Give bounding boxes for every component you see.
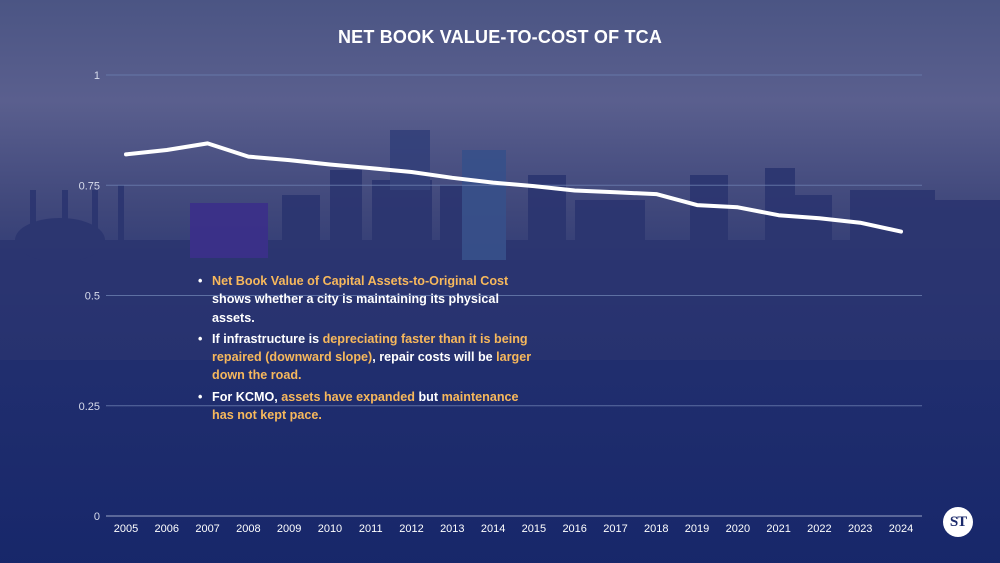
note-highlight-text: maintenance has not kept pace. (212, 389, 519, 423)
note-text: For KCMO, (212, 389, 282, 404)
y-tick-label: 0.25 (79, 401, 100, 413)
x-tick-label: 2022 (807, 523, 831, 535)
x-tick-label: 2016 (562, 523, 586, 535)
x-tick-label: 2008 (236, 523, 260, 535)
x-tick-label: 2024 (889, 523, 913, 535)
note-text: but (414, 389, 442, 404)
x-tick-label: 2012 (399, 523, 423, 535)
x-tick-label: 2014 (481, 523, 505, 535)
x-tick-label: 2013 (440, 523, 464, 535)
y-tick-label: 0 (94, 511, 100, 523)
series-group (124, 141, 903, 234)
note-highlight-text: Net Book Value of Capital Assets-to-Orig… (212, 274, 509, 288)
x-tick-label: 2015 (522, 523, 546, 535)
x-tick-label: 2007 (195, 523, 219, 535)
x-tick-label: 2023 (848, 523, 872, 535)
y-axis-ticks: 0 0.25 0.5 0.75 1 (79, 70, 100, 523)
note-text: If infrastructure is (212, 331, 323, 346)
note-item: If infrastructure is depreciating faster… (198, 330, 541, 385)
x-axis-ticks: 2005 2006 2007 2008 2009 2010 2011 2012 2013 2014… (114, 523, 913, 535)
note-item: For KCMO, assets have expanded but maint… (198, 388, 541, 425)
x-tick-label: 2006 (155, 523, 179, 535)
series-line (124, 141, 903, 234)
notes-list: Net Book Value of Capital Assets-to-Orig… (196, 272, 541, 424)
y-tick-label: 0.5 (85, 291, 100, 303)
note-highlight-text: assets have expanded (281, 389, 415, 404)
note-highlight-text: depreciating faster than it is being rep… (212, 331, 528, 365)
st-logo: ST (943, 507, 973, 537)
x-tick-label: 2021 (766, 523, 790, 535)
note-text: , repair costs will be (372, 350, 497, 365)
x-tick-label: 2017 (603, 523, 627, 535)
chart-title: NET BOOK VALUE-TO-COST OF TCA (337, 27, 663, 47)
y-tick-label: 1 (94, 70, 100, 82)
x-tick-label: 2018 (644, 523, 668, 535)
x-tick-label: 2020 (726, 523, 750, 535)
x-tick-label: 2010 (318, 523, 342, 535)
x-tick-label: 2009 (277, 523, 301, 535)
y-tick-label: 0.75 (79, 180, 100, 192)
notes-panel: Net Book Value of Capital Assets-to-Orig… (196, 272, 541, 427)
note-highlight-text: larger down the road. (212, 350, 532, 383)
note-text: shows whether a city is maintaining its … (212, 292, 499, 325)
x-tick-label: 2005 (114, 523, 138, 535)
x-tick-label: 2011 (359, 523, 383, 535)
x-tick-label: 2019 (685, 523, 709, 535)
note-item: Net Book Value of Capital Assets-to-Orig… (198, 272, 541, 327)
